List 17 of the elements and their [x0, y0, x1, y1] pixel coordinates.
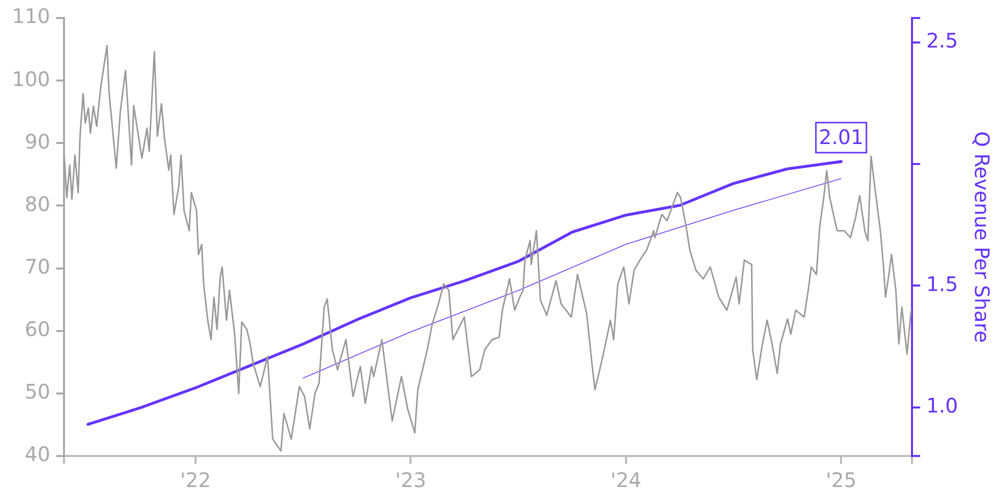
y2-tick-label: 1.0 [926, 394, 958, 418]
y-tick-label: 70 [24, 254, 50, 278]
y2-tick-label: 1.5 [926, 272, 958, 296]
data-label: 2.01 [818, 124, 864, 149]
x-tick-label: '22 [180, 468, 211, 492]
y-tick-label: 100 [12, 66, 50, 91]
y-tick-label: 110 [12, 4, 50, 28]
y-tick-label: 60 [24, 317, 50, 342]
y-tick-label: 90 [24, 129, 50, 154]
x-tick-label: '24 [610, 468, 642, 492]
y-tick-label: 40 [24, 442, 50, 466]
y2-tick-label: 2.5 [926, 28, 958, 53]
y2-axis-title: Q Revenue Per Share [970, 131, 994, 343]
y-tick-label: 80 [24, 192, 50, 216]
x-tick-label: '25 [826, 468, 857, 492]
y-tick-label: 50 [24, 380, 50, 404]
x-tick-label: '23 [395, 468, 426, 492]
